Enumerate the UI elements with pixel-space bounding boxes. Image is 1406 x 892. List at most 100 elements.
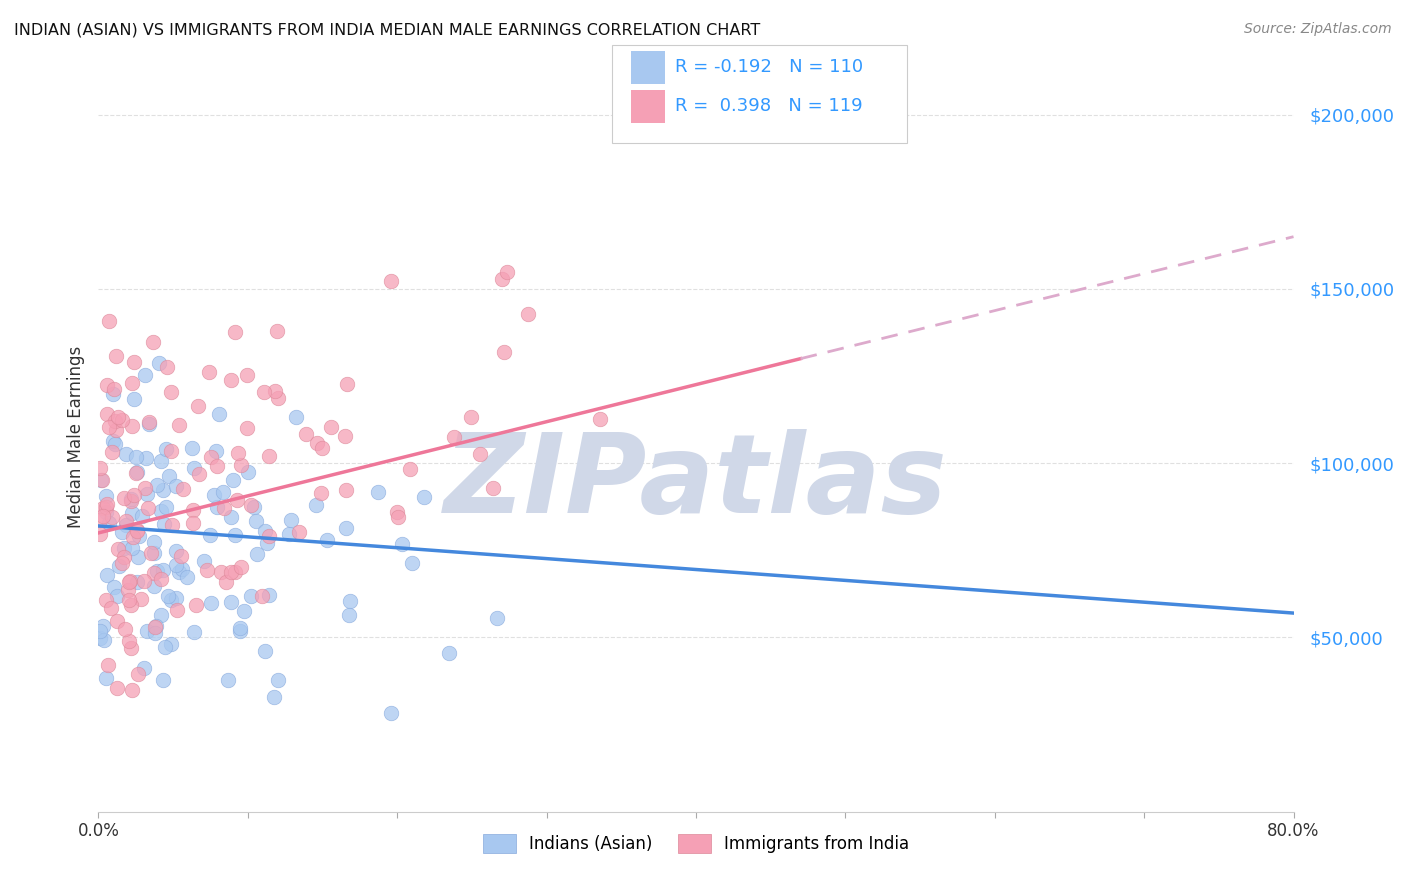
Point [127, 549, 149, 564]
Text: ZIPatlas: ZIPatlas [444, 428, 948, 535]
Point [222, 474, 245, 488]
Point [105, 614, 128, 628]
Point [121, 683, 143, 698]
Point [232, 604, 254, 618]
Point [496, 264, 519, 278]
Point [311, 441, 333, 455]
Point [494, 345, 516, 359]
Point [460, 410, 482, 425]
Point [111, 556, 134, 570]
Point [146, 477, 169, 491]
Point [173, 482, 195, 496]
Point [152, 673, 174, 688]
Point [335, 521, 357, 535]
Point [202, 488, 225, 502]
Point [121, 376, 143, 390]
Point [94, 500, 117, 515]
Text: INDIAN (ASIAN) VS IMMIGRANTS FROM INDIA MEDIAN MALE EARNINGS CORRELATION CHART: INDIAN (ASIAN) VS IMMIGRANTS FROM INDIA … [14, 22, 761, 37]
Point [107, 542, 129, 557]
Point [104, 423, 127, 437]
Point [105, 681, 128, 695]
Point [149, 572, 172, 586]
Point [486, 611, 509, 625]
Point [160, 637, 183, 651]
Point [122, 530, 145, 544]
Point [101, 509, 124, 524]
Point [207, 408, 229, 422]
Point [96, 378, 118, 392]
Point [229, 624, 252, 639]
Point [267, 391, 290, 405]
Point [128, 529, 150, 543]
Point [229, 559, 252, 574]
Point [385, 505, 408, 519]
Point [89, 461, 111, 475]
Point [114, 518, 136, 533]
Point [112, 541, 135, 556]
Point [127, 524, 149, 538]
Point [437, 647, 460, 661]
Point [335, 483, 357, 497]
Point [240, 589, 263, 603]
Point [217, 673, 239, 687]
Point [254, 524, 277, 538]
Point [380, 706, 402, 720]
Point [517, 307, 540, 321]
Point [200, 528, 222, 542]
Point [108, 558, 131, 573]
Point [131, 508, 153, 523]
Point [481, 481, 503, 495]
Point [97, 420, 120, 434]
Point [224, 325, 246, 339]
Point [152, 563, 174, 577]
Point [148, 356, 170, 370]
Point [207, 500, 229, 514]
Point [160, 518, 183, 533]
Point [188, 467, 211, 481]
Point [142, 334, 165, 349]
Point [129, 592, 152, 607]
Point [143, 546, 166, 560]
Point [96, 592, 118, 607]
Point [91, 508, 114, 523]
Point [118, 633, 141, 648]
Point [387, 509, 409, 524]
Point [336, 377, 359, 392]
Point [145, 619, 167, 633]
Point [224, 566, 246, 580]
Point [112, 549, 135, 564]
Text: R =  0.398   N = 119: R = 0.398 N = 119 [675, 97, 862, 115]
Point [165, 543, 187, 558]
Point [91, 619, 114, 633]
Point [90, 473, 112, 487]
Point [143, 579, 166, 593]
Point [229, 458, 252, 473]
Point [287, 524, 309, 539]
Point [94, 671, 117, 685]
Point [122, 488, 145, 502]
Point [205, 458, 228, 473]
Point [280, 513, 302, 527]
Point [401, 557, 423, 571]
Point [125, 467, 148, 481]
Y-axis label: Median Male Earnings: Median Male Earnings [66, 346, 84, 528]
Point [243, 500, 266, 515]
Point [114, 622, 136, 636]
Point [315, 533, 337, 547]
Point [256, 536, 278, 550]
Point [200, 450, 222, 464]
Point [165, 479, 187, 493]
Point [122, 392, 145, 407]
Point [468, 448, 491, 462]
Point [266, 324, 288, 338]
Point [264, 384, 287, 398]
Point [398, 461, 420, 475]
Point [380, 274, 402, 288]
Point [167, 418, 190, 433]
Point [149, 454, 172, 468]
Point [412, 490, 434, 504]
Point [236, 465, 259, 479]
Point [98, 314, 121, 328]
Point [229, 621, 252, 635]
Point [157, 469, 180, 483]
